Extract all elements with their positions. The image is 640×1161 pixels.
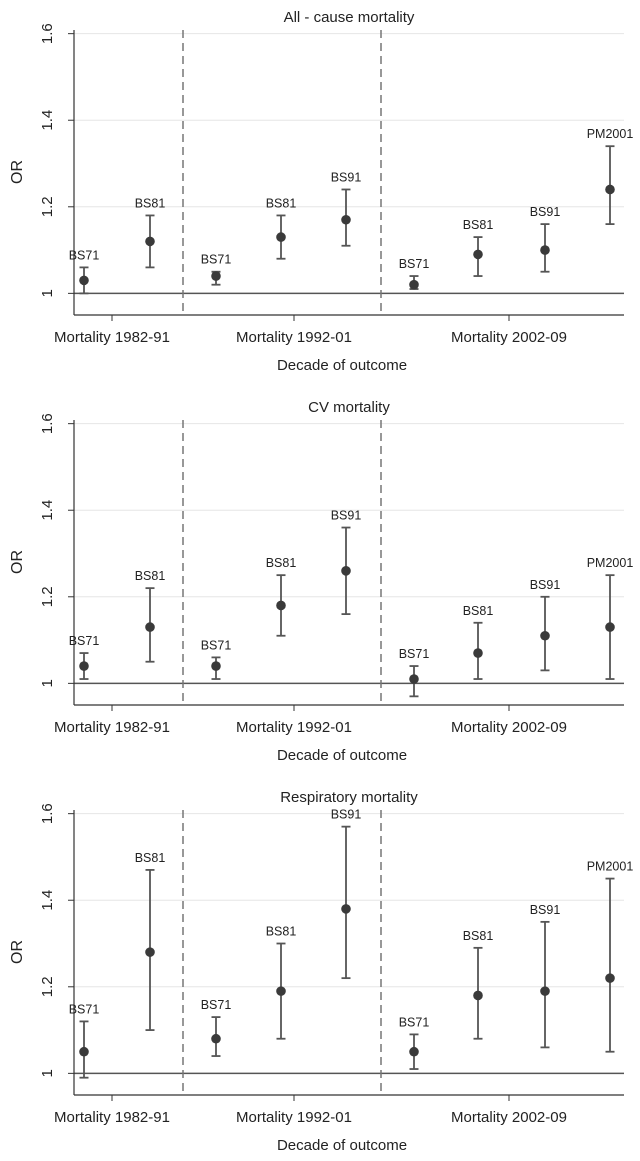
group-label: Mortality 1982-91 xyxy=(54,719,170,736)
y-tick-label: 1 xyxy=(39,289,56,297)
point-label: BS91 xyxy=(331,808,362,822)
y-tick-label: 1.2 xyxy=(39,976,56,997)
group-label: Mortality 1982-91 xyxy=(54,1109,170,1126)
y-axis-label: OR xyxy=(9,940,26,964)
or-point xyxy=(409,674,419,684)
or-point xyxy=(276,232,286,242)
point-label: BS71 xyxy=(399,1015,430,1029)
or-point xyxy=(540,986,550,996)
or-point xyxy=(79,661,89,671)
point-label: BS71 xyxy=(399,647,430,661)
or-point xyxy=(473,648,483,658)
or-point xyxy=(409,279,419,290)
point-label: BS81 xyxy=(266,196,297,210)
or-point xyxy=(145,947,155,957)
point-label: BS81 xyxy=(266,556,297,570)
y-tick-label: 1 xyxy=(39,679,56,687)
point-label: BS81 xyxy=(135,196,166,210)
point-label: BS91 xyxy=(331,509,362,523)
point-label: PM2001 xyxy=(587,860,634,874)
y-tick-label: 1.2 xyxy=(39,586,56,607)
or-point xyxy=(79,275,89,286)
or-point xyxy=(540,630,550,641)
point-label: BS81 xyxy=(135,851,166,865)
y-tick-label: 1.4 xyxy=(39,500,56,521)
x-axis-label: Decade of outcome xyxy=(277,747,407,764)
chart-title: Respiratory mortality xyxy=(280,789,418,806)
group-label: Mortality 1992-01 xyxy=(236,1109,352,1126)
point-label: BS91 xyxy=(530,578,561,592)
point-label: BS81 xyxy=(266,925,297,939)
chart-title: CV mortality xyxy=(308,399,390,416)
x-axis-label: Decade of outcome xyxy=(277,1137,407,1154)
chart-panel-1: All - cause mortality 1 1.2 1.4 1.6 Mortality… xyxy=(9,9,633,374)
or-point xyxy=(473,249,483,260)
y-tick-label: 1.6 xyxy=(39,413,56,434)
point-label: BS91 xyxy=(530,903,561,917)
point-label: BS71 xyxy=(69,634,100,648)
chart-title: All - cause mortality xyxy=(284,9,415,26)
point-label: BS81 xyxy=(135,569,166,583)
group-label: Mortality 1982-91 xyxy=(54,329,170,346)
or-point xyxy=(605,184,615,195)
group-label: Mortality 2002-09 xyxy=(451,1109,567,1126)
or-point xyxy=(341,214,351,225)
y-tick-label: 1.6 xyxy=(39,23,56,44)
y-tick-label: 1.4 xyxy=(39,890,56,911)
point-label: BS71 xyxy=(201,638,232,652)
or-point xyxy=(79,1046,89,1057)
point-label: BS91 xyxy=(331,170,362,184)
or-point xyxy=(211,271,221,281)
or-point xyxy=(211,661,221,671)
point-label: BS81 xyxy=(463,604,494,618)
point-label: BS71 xyxy=(69,1002,100,1016)
point-label: BS71 xyxy=(201,253,232,267)
x-axis-label: Decade of outcome xyxy=(277,357,407,374)
y-axis-label: OR xyxy=(9,160,26,184)
or-point xyxy=(605,973,615,983)
or-point xyxy=(540,245,550,255)
or-point xyxy=(145,236,155,247)
point-label: BS71 xyxy=(69,248,100,262)
group-label: Mortality 2002-09 xyxy=(451,719,567,736)
y-tick-label: 1 xyxy=(39,1069,56,1077)
or-point xyxy=(276,986,286,996)
or-point xyxy=(211,1033,221,1044)
point-label: PM2001 xyxy=(587,127,634,141)
or-point xyxy=(341,904,351,914)
group-label: Mortality 1992-01 xyxy=(236,719,352,736)
or-point xyxy=(276,600,286,611)
point-label: BS81 xyxy=(463,218,494,232)
or-point xyxy=(409,1046,419,1057)
chart-panel-2: CV mortality 1 1.2 1.4 1.6 Mortality 1982-91 M… xyxy=(9,399,633,764)
y-axis-label: OR xyxy=(9,550,26,574)
or-point xyxy=(341,566,351,576)
group-label: Mortality 2002-09 xyxy=(451,329,567,346)
point-label: BS91 xyxy=(530,205,561,219)
y-tick-label: 1.2 xyxy=(39,196,56,217)
point-label: BS71 xyxy=(399,257,430,271)
group-label: Mortality 1992-01 xyxy=(236,329,352,346)
or-point xyxy=(473,990,483,1001)
or-point xyxy=(605,622,615,632)
point-label: BS81 xyxy=(463,929,494,943)
point-label: PM2001 xyxy=(587,556,634,570)
point-label: BS71 xyxy=(201,998,232,1012)
y-tick-label: 1.6 xyxy=(39,803,56,824)
or-point xyxy=(145,622,155,632)
chart-panel-3: Respiratory mortality 1 1.2 1.4 1.6 Mortality… xyxy=(9,789,633,1154)
y-tick-label: 1.4 xyxy=(39,110,56,131)
